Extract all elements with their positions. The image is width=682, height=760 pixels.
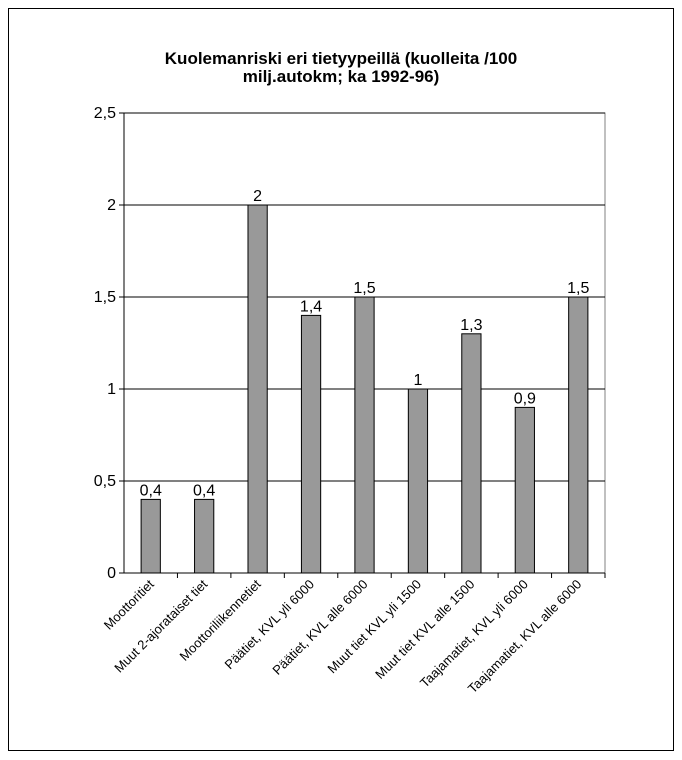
y-tick-label: 2,5 [94, 105, 116, 122]
bar [140, 498, 161, 574]
value-label: 1 [413, 372, 422, 389]
value-label: 1,4 [300, 298, 322, 315]
value-label: 0,9 [514, 390, 536, 407]
bar [300, 314, 322, 574]
y-tick-label: 1,5 [94, 289, 116, 306]
value-label: 1,5 [353, 280, 375, 297]
y-tick-label: 2 [107, 197, 116, 214]
y-tick-label: 1 [107, 381, 116, 398]
value-label: 0,4 [193, 482, 215, 499]
bar [568, 296, 589, 574]
bar [407, 388, 429, 574]
value-label: 2 [253, 188, 262, 205]
bar [514, 406, 535, 574]
value-label: 0,4 [140, 482, 162, 499]
value-label: 1,3 [460, 317, 482, 334]
bar [247, 204, 268, 574]
bar [194, 498, 215, 574]
y-tick-label: 0,5 [94, 473, 116, 490]
value-label: 1,5 [567, 280, 589, 297]
y-tick-label: 0 [107, 565, 116, 582]
chart-title: Kuolemanriski eri tietyypeillä (kuolleit… [164, 49, 518, 86]
bar [461, 333, 482, 574]
bar [354, 296, 375, 574]
chart-frame [8, 8, 674, 751]
